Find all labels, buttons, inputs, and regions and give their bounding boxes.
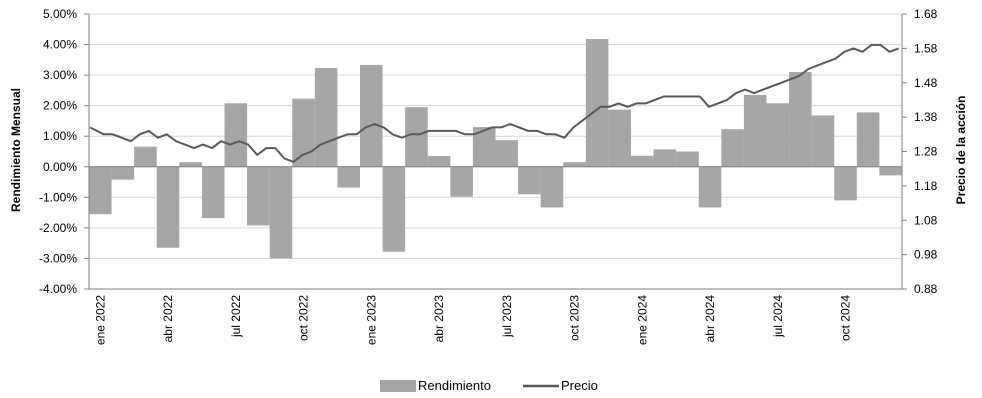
right-tick-label: 1.28 [914,145,938,159]
bar [811,115,835,167]
bar [856,112,880,167]
left-tick-label: 5.00% [43,7,77,21]
x-tick-label: oct 2022 [297,295,311,341]
bar [518,166,541,195]
legend: Rendimiento Precio [380,378,598,393]
bar [789,72,812,167]
bar [179,162,202,167]
right-axis-title: Precio de la acción [954,96,968,205]
right-tick-label: 1.58 [914,41,938,55]
bar [292,98,315,167]
bar [450,166,473,197]
x-tick-label: abr 2023 [432,295,446,343]
x-tick-label: abr 2022 [161,295,175,343]
bar [698,166,722,208]
x-tick-label: ene 2022 [93,295,107,345]
left-tick-label: 4.00% [43,38,77,52]
bar [89,166,112,215]
right-tick-label: 1.08 [914,213,938,227]
bar [766,103,790,167]
right-tick-label: 0.88 [914,282,938,296]
axes [88,14,903,290]
bar [563,162,586,167]
bar [879,166,902,176]
bar [201,166,225,219]
x-tick-label: jul 2022 [229,295,243,338]
right-tick-label: 1.68 [914,7,938,21]
x-tick-label: jul 2024 [771,295,785,338]
bar [405,107,428,167]
bar [608,109,631,167]
bar [676,151,699,167]
bar [653,149,677,167]
legend-label-precio: Precio [561,378,598,393]
x-tick-label: ene 2023 [364,295,378,345]
bar [134,146,157,167]
bar [156,166,180,248]
legend-label-rendimiento: Rendimiento [418,378,491,393]
x-tick-label: oct 2023 [568,295,582,341]
left-tick-label: 2.00% [43,99,77,113]
left-tick-label: -4.00% [39,282,77,296]
bar [585,39,609,167]
bar [540,166,564,208]
x-axis: ene 2022 abr 2022 jul 2022 oct 2022 ene 2023… [93,295,852,345]
right-tick-label: 1.18 [914,179,938,193]
bar [314,68,338,167]
bar [382,166,406,252]
legend-swatch-rendimiento [380,380,416,392]
left-axis-title: Rendimiento Mensual [9,88,23,212]
precio-line [89,43,899,163]
left-tick-label: 0.00% [43,160,77,174]
left-tick-label: 1.00% [43,129,77,143]
left-tick-label: -3.00% [39,251,77,265]
bar [743,94,767,167]
right-tick-label: 1.38 [914,110,938,124]
left-tick-label: 3.00% [43,68,77,82]
left-y-axis: 5.00% 4.00% 3.00% 2.00% 1.00% 0.00% -1.00% -2.0… [39,7,89,296]
bar-series [89,39,902,259]
line-series [89,43,899,163]
bar [631,155,654,167]
bar [111,166,135,180]
left-tick-label: -1.00% [39,190,77,204]
x-tick-label: abr 2024 [703,295,717,343]
bar [472,127,496,167]
right-tick-label: 0.98 [914,248,938,262]
bar [360,65,383,167]
left-tick-label: -2.00% [39,221,77,235]
x-tick-label: ene 2024 [635,295,649,345]
bar [224,103,248,167]
bar [269,166,293,259]
bar [427,156,451,167]
bar [721,129,744,167]
bar [495,140,519,167]
right-tick-label: 1.48 [914,76,938,90]
bar [834,166,857,201]
x-tick-label: jul 2023 [500,295,514,338]
bar [247,166,270,226]
x-tick-label: oct 2024 [839,295,853,341]
right-y-axis: 1.68 1.58 1.48 1.38 1.28 1.18 1.08 0.98 0.88 [902,7,938,296]
bar [337,166,360,188]
